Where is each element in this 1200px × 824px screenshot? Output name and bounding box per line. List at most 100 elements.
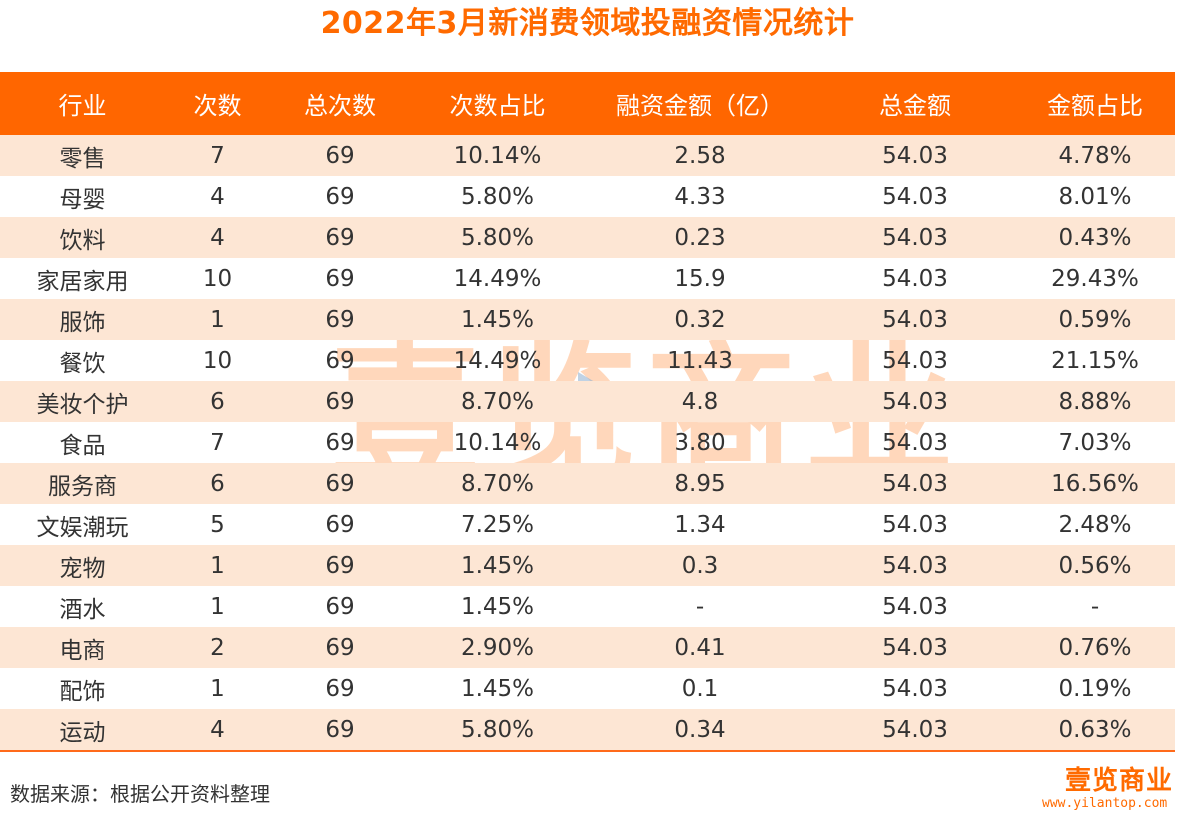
table-cell: 1.45% xyxy=(460,593,535,620)
table-cell: 54.03 xyxy=(882,634,948,661)
table-cell: 21.15% xyxy=(1051,347,1139,374)
table-cell: 1 xyxy=(210,552,225,579)
industry-cell: 宠物 xyxy=(59,555,106,582)
industry-cell: 零售 xyxy=(59,145,106,172)
column-header: 金额占比 xyxy=(1047,92,1143,120)
table-cell: - xyxy=(695,593,705,620)
table-cell: 8.95 xyxy=(674,470,726,497)
table-row: 文娱潮玩 5 69 7.25% 1.34 54.03 2.48% xyxy=(0,504,1175,545)
table-bottom-border xyxy=(0,750,1175,752)
table-cell: 54.03 xyxy=(882,388,948,415)
table-cell: 0.32 xyxy=(674,306,726,333)
table-cell: 54.03 xyxy=(882,347,948,374)
table-cell: 7.03% xyxy=(1058,429,1132,456)
table-cell: 54.03 xyxy=(882,265,948,292)
industry-cell: 餐饮 xyxy=(59,350,106,377)
table-cell: 4 xyxy=(210,716,225,743)
table-cell: 0.56% xyxy=(1058,552,1132,579)
table-cell: 0.1 xyxy=(681,675,719,702)
table-cell: 0.76% xyxy=(1058,634,1132,661)
table-cell: 1.45% xyxy=(460,306,535,333)
table-cell: 69 xyxy=(325,183,355,210)
table-cell: 0.59% xyxy=(1058,306,1132,333)
table-cell: 69 xyxy=(325,306,355,333)
table-cell: 0.19% xyxy=(1058,675,1132,702)
industry-cell: 电商 xyxy=(59,637,106,664)
industry-cell: 酒水 xyxy=(59,596,106,623)
table-cell: 6 xyxy=(210,470,225,497)
table-cell: 69 xyxy=(325,224,355,251)
table-cell: 8.70% xyxy=(460,470,535,497)
table-cell: 29.43% xyxy=(1051,265,1139,292)
table-row: 饮料 4 69 5.80% 0.23 54.03 0.43% xyxy=(0,217,1175,258)
table-cell: - xyxy=(1090,593,1100,620)
table-cell: 69 xyxy=(325,347,355,374)
table-cell: 0.23 xyxy=(674,224,726,251)
table-cell: 4.8 xyxy=(681,388,719,415)
table-cell: 8.70% xyxy=(460,388,535,415)
table-cell: 1.34 xyxy=(674,511,726,538)
table-cell: 1 xyxy=(210,675,225,702)
table-cell: 69 xyxy=(325,429,355,456)
table-cell: 69 xyxy=(325,716,355,743)
table-cell: 54.03 xyxy=(882,306,948,333)
brand-url: www.yilantop.com xyxy=(1042,796,1168,811)
table-row: 零售 7 69 10.14% 2.58 54.03 4.78% xyxy=(0,135,1175,176)
table-row: 运动 4 69 5.80% 0.34 54.03 0.63% xyxy=(0,709,1175,750)
table-cell: 54.03 xyxy=(882,552,948,579)
data-source: 数据来源：根据公开资料整理 xyxy=(10,782,270,806)
table-header: 行业 次数 总次数 次数占比 融资金额（亿） 总金额 金额占比 xyxy=(0,72,1175,135)
table-cell: 69 xyxy=(325,470,355,497)
table-cell: 11.43 xyxy=(667,347,733,374)
industry-cell: 饮料 xyxy=(59,227,106,254)
table-cell: 10.14% xyxy=(453,429,542,456)
data-table: 行业 次数 总次数 次数占比 融资金额（亿） 总金额 金额占比 零售 7 69 10.… xyxy=(0,72,1175,750)
table-cell: 54.03 xyxy=(882,183,948,210)
table-cell: 10 xyxy=(202,347,233,374)
industry-cell: 服务商 xyxy=(48,473,117,500)
table-cell: 69 xyxy=(325,388,355,415)
table-cell: 69 xyxy=(325,265,355,292)
table-cell: 5 xyxy=(210,511,225,538)
table-cell: 2.48% xyxy=(1058,511,1132,538)
table-cell: 4 xyxy=(210,183,225,210)
industry-cell: 食品 xyxy=(59,432,106,459)
table-cell: 54.03 xyxy=(882,470,948,497)
table-cell: 15.9 xyxy=(674,265,726,292)
table-row: 家居家用 10 69 14.49% 15.9 54.03 29.43% xyxy=(0,258,1175,299)
table-cell: 1 xyxy=(210,306,225,333)
industry-cell: 运动 xyxy=(59,719,106,746)
table-cell: 54.03 xyxy=(882,675,948,702)
table-cell: 6 xyxy=(210,388,225,415)
column-header: 行业 xyxy=(58,92,107,120)
table-cell: 54.03 xyxy=(882,224,948,251)
table-row: 宠物 1 69 1.45% 0.3 54.03 0.56% xyxy=(0,545,1175,586)
page-title: 2022年3月新消费领域投融资情况统计 xyxy=(320,6,855,41)
column-header: 总次数 xyxy=(304,92,376,120)
table-cell: 2 xyxy=(210,634,225,661)
table-cell: 14.49% xyxy=(453,265,542,292)
industry-cell: 服饰 xyxy=(59,309,106,336)
table-cell: 0.3 xyxy=(681,552,719,579)
table-cell: 1 xyxy=(210,593,225,620)
table-cell: 69 xyxy=(325,552,355,579)
table-row: 食品 7 69 10.14% 3.80 54.03 7.03% xyxy=(0,422,1175,463)
table-row: 餐饮 10 69 14.49% 11.43 54.03 21.15% xyxy=(0,340,1175,381)
industry-cell: 美妆个护 xyxy=(36,391,129,418)
table-cell: 54.03 xyxy=(882,593,948,620)
table-cell: 4.33 xyxy=(674,183,726,210)
table-cell: 54.03 xyxy=(882,716,948,743)
table-cell: 8.01% xyxy=(1058,183,1132,210)
table-cell: 10 xyxy=(202,265,233,292)
table-cell: 8.88% xyxy=(1058,388,1132,415)
column-header: 融资金额（亿） xyxy=(616,92,784,120)
brand-logo: 壹览商业 xyxy=(1065,766,1174,796)
table-cell: 69 xyxy=(325,142,355,169)
table-cell: 0.34 xyxy=(674,716,726,743)
table-cell: 54.03 xyxy=(882,429,948,456)
table-cell: 1.45% xyxy=(460,675,535,702)
industry-cell: 母婴 xyxy=(59,186,106,213)
table-cell: 0.63% xyxy=(1058,716,1132,743)
table-cell: 54.03 xyxy=(882,511,948,538)
table-cell: 3.80 xyxy=(674,429,726,456)
